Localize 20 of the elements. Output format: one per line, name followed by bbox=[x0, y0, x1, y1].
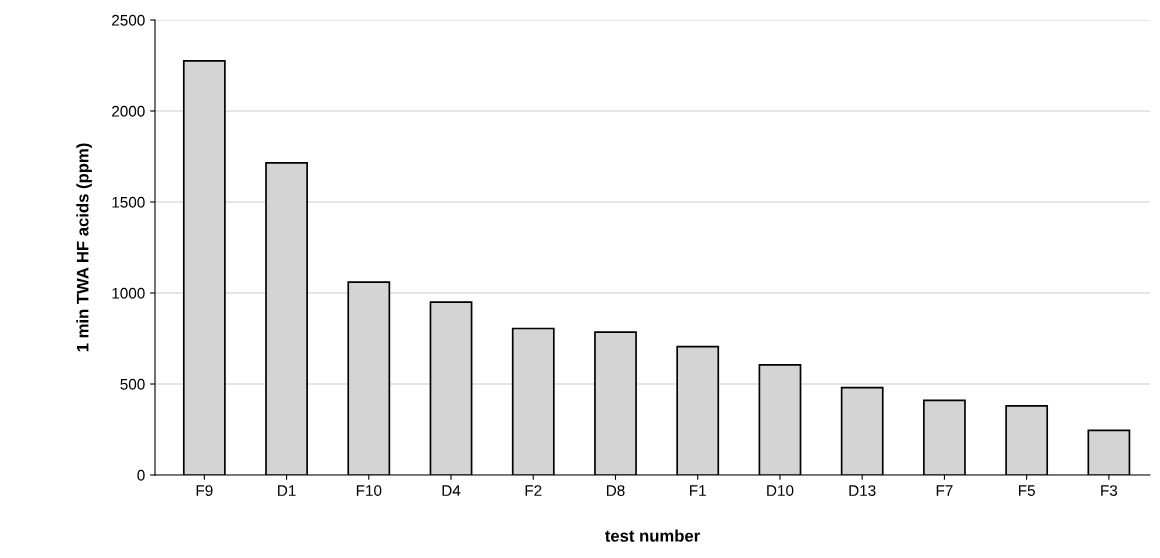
x-tick-label: D13 bbox=[849, 485, 876, 496]
y-tick-label: 0 bbox=[137, 469, 145, 481]
x-tick-label: F7 bbox=[936, 485, 953, 496]
y-tick-label: 2000 bbox=[112, 105, 145, 117]
x-tick-label: F9 bbox=[196, 485, 213, 496]
x-tick-label: D4 bbox=[442, 485, 461, 496]
y-tick-label: 2500 bbox=[112, 14, 145, 26]
x-tick-label: F1 bbox=[690, 485, 706, 496]
y-tick-label: 1000 bbox=[112, 287, 145, 299]
x-tick-label: F2 bbox=[525, 485, 542, 496]
y-tick-label: 1500 bbox=[112, 196, 145, 208]
x-tick-label: F3 bbox=[1101, 485, 1118, 496]
x-tick-label: F5 bbox=[1018, 485, 1035, 496]
x-axis-title: test number bbox=[605, 529, 700, 542]
y-tick-label: 500 bbox=[120, 378, 145, 390]
x-tick-label: D8 bbox=[606, 485, 625, 496]
x-tick-label: D10 bbox=[767, 485, 794, 496]
x-tick-label: F10 bbox=[356, 485, 382, 496]
x-tick-label: D1 bbox=[278, 485, 296, 496]
y-axis-title: 1 min TWA HF acids (ppm) bbox=[76, 143, 92, 352]
